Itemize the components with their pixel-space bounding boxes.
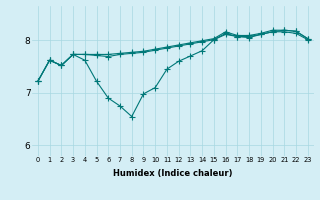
X-axis label: Humidex (Indice chaleur): Humidex (Indice chaleur) (113, 169, 233, 178)
